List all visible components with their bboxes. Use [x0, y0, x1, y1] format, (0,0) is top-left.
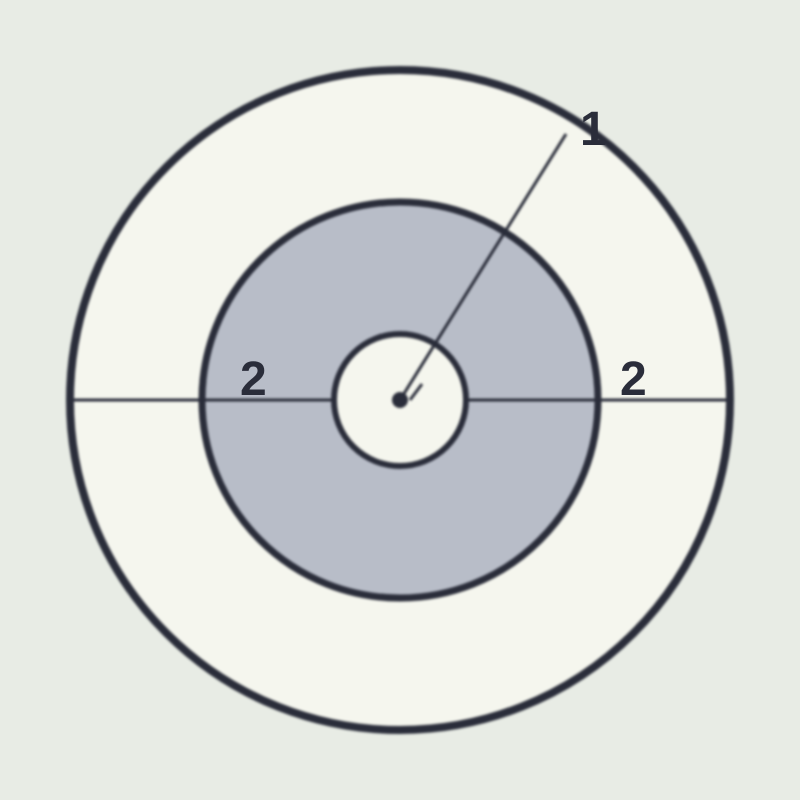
concentric-circles-diagram: 1 2 2 — [50, 50, 750, 750]
label-left-two: 2 — [240, 352, 267, 407]
label-one: 1 — [580, 102, 607, 157]
center-dot — [392, 392, 408, 408]
label-right-two: 2 — [620, 352, 647, 407]
